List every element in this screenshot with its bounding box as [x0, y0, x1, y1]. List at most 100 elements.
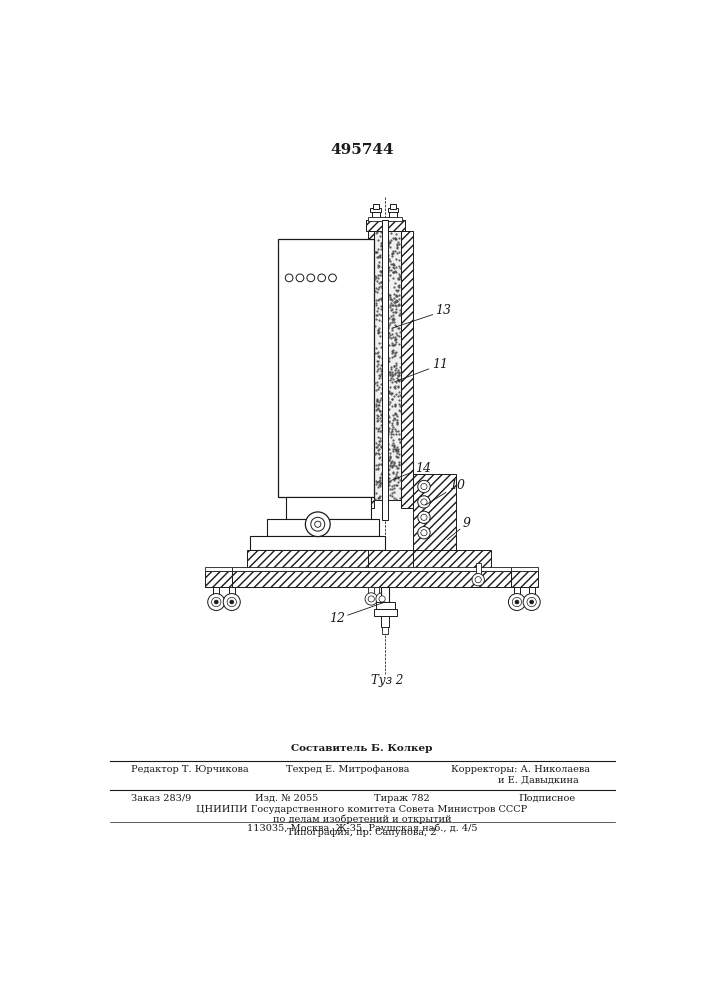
Point [375, 413, 387, 429]
Point [383, 235, 395, 251]
Bar [279, 239, 374, 497]
Text: 495744: 495744 [330, 143, 394, 157]
Point [385, 297, 396, 313]
Point [393, 367, 404, 383]
Point [374, 403, 385, 419]
Point [387, 245, 399, 261]
Point [393, 297, 404, 313]
Point [373, 379, 385, 395]
Text: Τуз 2: Τуз 2 [370, 674, 403, 687]
Point [390, 288, 402, 304]
Point [387, 441, 399, 457]
Point [387, 412, 399, 428]
Point [389, 477, 400, 493]
Point [390, 491, 402, 507]
Point [370, 485, 382, 501]
Point [382, 456, 393, 472]
Point [373, 442, 384, 458]
Point [390, 318, 402, 334]
Point [375, 466, 387, 482]
Point [382, 426, 394, 442]
Point [382, 324, 394, 340]
Point [386, 421, 397, 437]
Point [375, 363, 387, 379]
Point [373, 473, 385, 489]
Circle shape [317, 274, 325, 282]
Point [390, 345, 401, 361]
Point [394, 434, 405, 450]
Point [392, 372, 404, 388]
Point [380, 312, 392, 328]
Point [378, 374, 390, 390]
Point [390, 297, 401, 313]
Point [390, 304, 402, 320]
Text: Корректоры: А. Николаева: Корректоры: А. Николаева [451, 765, 590, 774]
Circle shape [421, 530, 427, 536]
Bar [373, 609, 397, 616]
Point [382, 424, 394, 440]
Point [375, 456, 386, 472]
Point [376, 290, 387, 306]
Point [378, 420, 389, 436]
Bar [370, 208, 381, 212]
Point [377, 335, 388, 351]
Point [393, 336, 404, 352]
Point [390, 443, 402, 459]
Point [384, 364, 395, 380]
Point [385, 302, 397, 318]
Point [394, 230, 405, 246]
Point [383, 420, 395, 436]
Circle shape [418, 496, 430, 508]
Bar [413, 550, 491, 571]
Point [382, 238, 394, 254]
Point [380, 389, 392, 405]
Point [387, 407, 399, 423]
Point [386, 246, 397, 262]
Point [389, 480, 400, 496]
Point [390, 357, 402, 373]
Point [383, 317, 395, 333]
Point [373, 312, 385, 328]
Point [380, 482, 392, 498]
Point [387, 457, 398, 473]
Point [380, 350, 392, 366]
Circle shape [421, 514, 427, 520]
Point [375, 298, 387, 314]
Point [377, 298, 388, 314]
Point [373, 450, 385, 466]
Point [383, 441, 395, 457]
Point [377, 464, 388, 480]
Point [390, 259, 402, 275]
Point [388, 358, 399, 374]
Bar [510, 567, 538, 571]
Point [390, 329, 401, 345]
Point [391, 240, 402, 256]
Point [381, 302, 392, 318]
Point [383, 452, 395, 468]
Point [381, 291, 392, 307]
Point [383, 383, 395, 399]
Point [382, 422, 394, 438]
Point [373, 441, 385, 457]
Point [385, 473, 396, 489]
Point [375, 470, 386, 486]
Point [390, 355, 402, 371]
Circle shape [418, 480, 430, 493]
Point [372, 241, 383, 257]
Point [392, 236, 403, 252]
Point [389, 231, 400, 247]
Point [379, 269, 390, 285]
Point [380, 293, 391, 309]
Point [380, 326, 392, 342]
Point [383, 466, 395, 482]
Point [371, 224, 382, 240]
Point [373, 254, 385, 270]
Point [385, 385, 397, 401]
Point [389, 314, 400, 330]
Point [380, 263, 392, 279]
Point [373, 348, 384, 364]
Point [383, 353, 395, 369]
Point [383, 287, 395, 303]
Point [373, 367, 384, 383]
Point [395, 268, 406, 284]
